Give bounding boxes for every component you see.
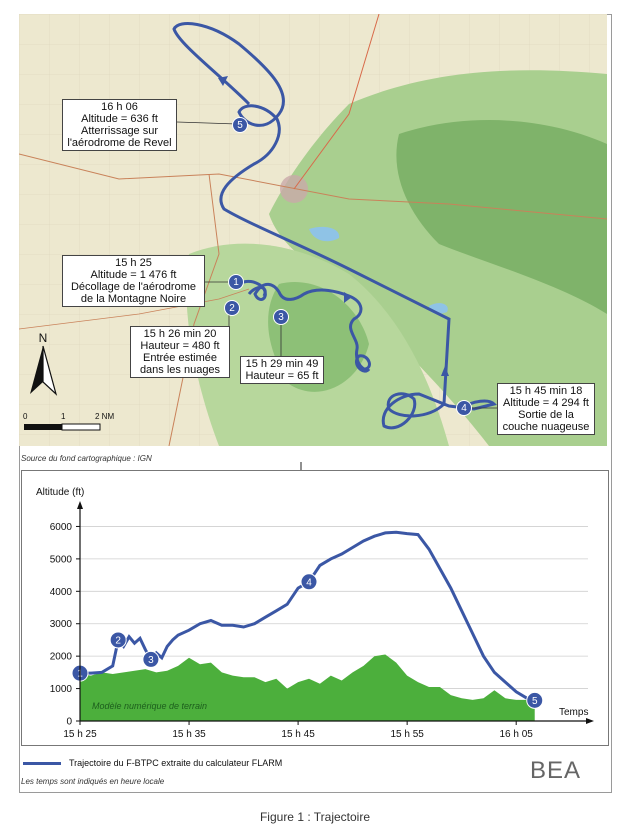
x-tick-label: 16 h 05 — [500, 729, 534, 740]
callout-cloud-entry: 15 h 26 min 20 Hauteur = 480 ft Entrée e… — [130, 326, 230, 378]
y-axis-label: Altitude (ft) — [36, 487, 84, 498]
y-tick-label: 0 — [66, 717, 72, 728]
y-tick-label: 2000 — [50, 652, 73, 663]
chart-marker-3 — [142, 650, 160, 668]
map-marker-2: 2 — [224, 300, 240, 316]
figure-caption: Figure 1 : Trajectoire — [259, 810, 371, 824]
map-marker-5: 5 — [232, 117, 248, 133]
bea-logo: BEA — [530, 757, 582, 784]
north-label: N — [39, 331, 48, 345]
y-axis-arrow — [77, 501, 83, 509]
y-tick-label: 6000 — [50, 522, 73, 533]
x-axis-ticks: 15 h 25 15 h 35 15 h 45 15 h 55 16 h 05 — [63, 721, 533, 740]
y-tick-label: 1000 — [50, 684, 73, 695]
chart-marker-label-4: 4 — [306, 577, 312, 588]
callout-low-height: 15 h 29 min 49 Hauteur = 65 ft — [240, 356, 324, 384]
x-tick-label: 15 h 25 — [63, 729, 97, 740]
x-tick-label: 15 h 35 — [172, 729, 206, 740]
local-time-note: Les temps sont indiqués en heure locale — [21, 777, 165, 786]
scale-bar-graphic: 0 1 2 NM — [23, 412, 114, 431]
callout-takeoff: 15 h 25 Altitude = 1 476 ft Décollage de… — [62, 255, 205, 307]
relief-east-high — [396, 120, 607, 314]
y-tick-label: 5000 — [50, 554, 73, 565]
x-tick-label: 15 h 55 — [390, 729, 424, 740]
chart-legend: Trajectoire du F-BTPC extraite du calcul… — [23, 758, 282, 768]
chart-marker-5 — [526, 691, 544, 709]
lake — [309, 226, 340, 242]
chart-marker-label-3: 3 — [148, 655, 154, 666]
direction-arrow-3 — [441, 366, 449, 376]
terrain-area — [80, 654, 535, 721]
map-marker-1: 1 — [228, 274, 244, 290]
leader-5 — [176, 121, 238, 125]
callout-cloud-exit: 15 h 45 min 18 Altitude = 4 294 ft Sorti… — [497, 383, 595, 435]
map-panel — [19, 14, 607, 446]
scale-label-1: 1 — [61, 412, 66, 421]
north-arrow-icon: N — [30, 331, 58, 396]
y-tick-label: 3000 — [50, 619, 73, 630]
legend-swatch — [23, 762, 61, 766]
map-marker-3: 3 — [273, 309, 289, 325]
chart-marker-label-2: 2 — [115, 635, 121, 646]
scale-label-2: 2 NM — [95, 412, 114, 421]
direction-arrow-2 — [344, 292, 352, 303]
x-axis-label: Temps — [559, 707, 588, 718]
flight-track-loop — [247, 286, 267, 297]
x-tick-label: 15 h 45 — [281, 729, 315, 740]
map-marker-4: 4 — [456, 400, 472, 416]
road-1 — [19, 153, 607, 220]
chart-marker-2 — [109, 631, 127, 649]
terrain-label: Modèle numérique de terrain — [92, 701, 207, 711]
scale-label-0: 0 — [23, 412, 28, 421]
scale-bar: 0 1 2 NM — [23, 410, 123, 441]
altitude-track-line — [79, 530, 536, 702]
chart-marker-4 — [300, 573, 318, 591]
direction-arrow-1 — [218, 76, 228, 86]
map-source-note: Source du fond cartographique : IGN — [21, 454, 152, 463]
altitude-chart-panel: 0 1000 2000 3000 4000 5000 6000 15 h 25 15 h 35… — [21, 470, 609, 746]
callout-landing: 16 h 06 Altitude = 636 ft Atterrissage s… — [62, 99, 177, 151]
flight-track-north — [172, 22, 497, 430]
x-axis-arrow — [586, 718, 594, 724]
altitude-chart: 0 1000 2000 3000 4000 5000 6000 15 h 25 15 h 35… — [36, 487, 594, 740]
map-svg — [19, 14, 607, 446]
y-axis-ticks: 0 1000 2000 3000 4000 5000 6000 — [50, 522, 80, 728]
y-tick-label: 4000 — [50, 587, 73, 598]
legend-label: Trajectoire du F-BTPC extraite du calcul… — [69, 758, 283, 768]
road-2 — [168, 173, 220, 446]
chart-marker-label-5: 5 — [532, 696, 538, 707]
road-3 — [293, 14, 380, 190]
